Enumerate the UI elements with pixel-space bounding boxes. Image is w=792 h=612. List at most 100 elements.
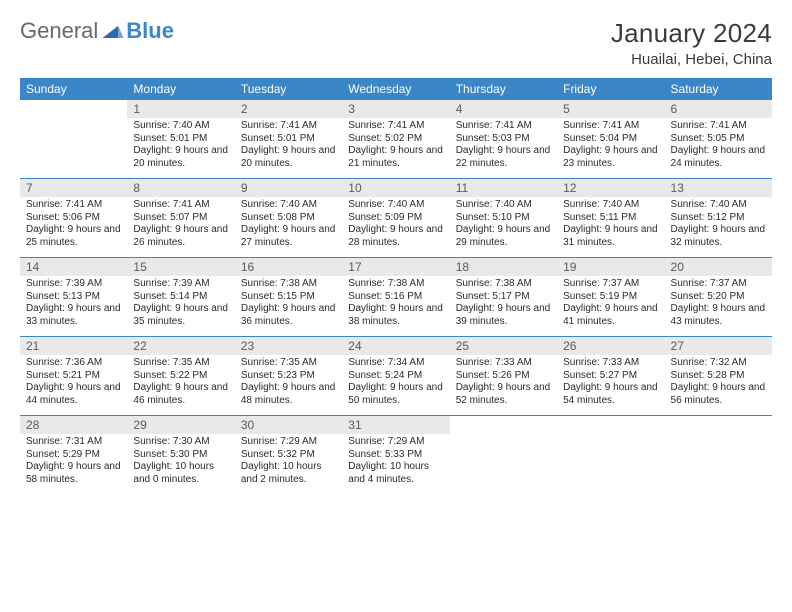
sunset-line: Sunset: 5:06 PM xyxy=(26,212,121,225)
day-number: 16 xyxy=(235,258,342,276)
calendar-day-cell: 29Sunrise: 7:30 AMSunset: 5:30 PMDayligh… xyxy=(127,416,234,495)
sunrise-line: Sunrise: 7:37 AM xyxy=(563,278,658,291)
daylight-line: Daylight: 9 hours and 24 minutes. xyxy=(671,145,766,170)
day-details: Sunrise: 7:35 AMSunset: 5:23 PMDaylight:… xyxy=(235,355,342,415)
calendar-day-cell: 27Sunrise: 7:32 AMSunset: 5:28 PMDayligh… xyxy=(665,337,772,416)
calendar-day-cell: 6Sunrise: 7:41 AMSunset: 5:05 PMDaylight… xyxy=(665,100,772,179)
day-number: 28 xyxy=(20,416,127,434)
sunrise-line: Sunrise: 7:41 AM xyxy=(26,199,121,212)
sunset-line: Sunset: 5:04 PM xyxy=(563,133,658,146)
weekday-header: Tuesday xyxy=(235,78,342,100)
sunset-line: Sunset: 5:28 PM xyxy=(671,370,766,383)
sunrise-line: Sunrise: 7:40 AM xyxy=(241,199,336,212)
sunrise-line: Sunrise: 7:36 AM xyxy=(26,357,121,370)
day-number: 25 xyxy=(450,337,557,355)
day-number: 29 xyxy=(127,416,234,434)
sunset-line: Sunset: 5:17 PM xyxy=(456,291,551,304)
day-details: Sunrise: 7:37 AMSunset: 5:19 PMDaylight:… xyxy=(557,276,664,336)
daylight-line: Daylight: 9 hours and 32 minutes. xyxy=(671,224,766,249)
day-details: Sunrise: 7:39 AMSunset: 5:13 PMDaylight:… xyxy=(20,276,127,336)
daylight-line: Daylight: 9 hours and 21 minutes. xyxy=(348,145,443,170)
sunset-line: Sunset: 5:13 PM xyxy=(26,291,121,304)
calendar-day-cell: 10Sunrise: 7:40 AMSunset: 5:09 PMDayligh… xyxy=(342,179,449,258)
sunrise-line: Sunrise: 7:29 AM xyxy=(241,436,336,449)
weekday-header: Sunday xyxy=(20,78,127,100)
day-details: Sunrise: 7:40 AMSunset: 5:10 PMDaylight:… xyxy=(450,197,557,257)
day-details: Sunrise: 7:40 AMSunset: 5:01 PMDaylight:… xyxy=(127,118,234,178)
daylight-line: Daylight: 9 hours and 58 minutes. xyxy=(26,461,121,486)
logo-text-general: General xyxy=(20,18,98,44)
daylight-line: Daylight: 9 hours and 29 minutes. xyxy=(456,224,551,249)
sunrise-line: Sunrise: 7:40 AM xyxy=(563,199,658,212)
calendar-table: SundayMondayTuesdayWednesdayThursdayFrid… xyxy=(20,78,772,494)
calendar-day-cell: 5Sunrise: 7:41 AMSunset: 5:04 PMDaylight… xyxy=(557,100,664,179)
day-details: Sunrise: 7:36 AMSunset: 5:21 PMDaylight:… xyxy=(20,355,127,415)
sunrise-line: Sunrise: 7:33 AM xyxy=(456,357,551,370)
sunrise-line: Sunrise: 7:32 AM xyxy=(671,357,766,370)
sunrise-line: Sunrise: 7:40 AM xyxy=(671,199,766,212)
day-number: 4 xyxy=(450,100,557,118)
daylight-line: Daylight: 9 hours and 46 minutes. xyxy=(133,382,228,407)
calendar-day-cell: 9Sunrise: 7:40 AMSunset: 5:08 PMDaylight… xyxy=(235,179,342,258)
day-details: Sunrise: 7:41 AMSunset: 5:03 PMDaylight:… xyxy=(450,118,557,178)
calendar-day-cell: 18Sunrise: 7:38 AMSunset: 5:17 PMDayligh… xyxy=(450,258,557,337)
day-details: Sunrise: 7:38 AMSunset: 5:15 PMDaylight:… xyxy=(235,276,342,336)
day-details: Sunrise: 7:41 AMSunset: 5:04 PMDaylight:… xyxy=(557,118,664,178)
day-number: 12 xyxy=(557,179,664,197)
day-number: 11 xyxy=(450,179,557,197)
calendar-day-cell: 28Sunrise: 7:31 AMSunset: 5:29 PMDayligh… xyxy=(20,416,127,495)
day-details: Sunrise: 7:30 AMSunset: 5:30 PMDaylight:… xyxy=(127,434,234,494)
calendar-day-cell: 20Sunrise: 7:37 AMSunset: 5:20 PMDayligh… xyxy=(665,258,772,337)
title-block: January 2024 Huailai, Hebei, China xyxy=(611,18,772,68)
weekday-header: Thursday xyxy=(450,78,557,100)
day-number: 20 xyxy=(665,258,772,276)
daylight-line: Daylight: 10 hours and 4 minutes. xyxy=(348,461,443,486)
weekday-header: Saturday xyxy=(665,78,772,100)
day-number: 18 xyxy=(450,258,557,276)
calendar-day-cell xyxy=(557,416,664,495)
day-number: 31 xyxy=(342,416,449,434)
day-details: Sunrise: 7:29 AMSunset: 5:32 PMDaylight:… xyxy=(235,434,342,494)
sunset-line: Sunset: 5:14 PM xyxy=(133,291,228,304)
sunset-line: Sunset: 5:16 PM xyxy=(348,291,443,304)
logo-triangle-icon xyxy=(102,24,124,38)
calendar-day-cell: 11Sunrise: 7:40 AMSunset: 5:10 PMDayligh… xyxy=(450,179,557,258)
daylight-line: Daylight: 9 hours and 20 minutes. xyxy=(241,145,336,170)
daylight-line: Daylight: 10 hours and 0 minutes. xyxy=(133,461,228,486)
sunrise-line: Sunrise: 7:40 AM xyxy=(133,120,228,133)
day-details: Sunrise: 7:35 AMSunset: 5:22 PMDaylight:… xyxy=(127,355,234,415)
calendar-week-row: 14Sunrise: 7:39 AMSunset: 5:13 PMDayligh… xyxy=(20,258,772,337)
day-number: 22 xyxy=(127,337,234,355)
calendar-day-cell: 21Sunrise: 7:36 AMSunset: 5:21 PMDayligh… xyxy=(20,337,127,416)
day-number: 15 xyxy=(127,258,234,276)
location-subtitle: Huailai, Hebei, China xyxy=(611,51,772,68)
sunrise-line: Sunrise: 7:30 AM xyxy=(133,436,228,449)
sunrise-line: Sunrise: 7:40 AM xyxy=(456,199,551,212)
calendar-day-cell: 31Sunrise: 7:29 AMSunset: 5:33 PMDayligh… xyxy=(342,416,449,495)
weekday-header: Monday xyxy=(127,78,234,100)
calendar-day-cell: 23Sunrise: 7:35 AMSunset: 5:23 PMDayligh… xyxy=(235,337,342,416)
day-details: Sunrise: 7:31 AMSunset: 5:29 PMDaylight:… xyxy=(20,434,127,494)
sunset-line: Sunset: 5:30 PM xyxy=(133,449,228,462)
sunset-line: Sunset: 5:12 PM xyxy=(671,212,766,225)
sunrise-line: Sunrise: 7:38 AM xyxy=(456,278,551,291)
daylight-line: Daylight: 9 hours and 41 minutes. xyxy=(563,303,658,328)
day-number: 7 xyxy=(20,179,127,197)
day-details: Sunrise: 7:40 AMSunset: 5:09 PMDaylight:… xyxy=(342,197,449,257)
daylight-line: Daylight: 9 hours and 31 minutes. xyxy=(563,224,658,249)
sunrise-line: Sunrise: 7:35 AM xyxy=(241,357,336,370)
calendar-day-cell xyxy=(20,100,127,179)
calendar-day-cell: 2Sunrise: 7:41 AMSunset: 5:01 PMDaylight… xyxy=(235,100,342,179)
calendar-body: 1Sunrise: 7:40 AMSunset: 5:01 PMDaylight… xyxy=(20,100,772,494)
day-details: Sunrise: 7:34 AMSunset: 5:24 PMDaylight:… xyxy=(342,355,449,415)
daylight-line: Daylight: 9 hours and 56 minutes. xyxy=(671,382,766,407)
calendar-day-cell: 1Sunrise: 7:40 AMSunset: 5:01 PMDaylight… xyxy=(127,100,234,179)
sunrise-line: Sunrise: 7:38 AM xyxy=(241,278,336,291)
day-number: 5 xyxy=(557,100,664,118)
calendar-day-cell: 8Sunrise: 7:41 AMSunset: 5:07 PMDaylight… xyxy=(127,179,234,258)
calendar-page: General Blue January 2024 Huailai, Hebei… xyxy=(0,0,792,512)
daylight-line: Daylight: 9 hours and 52 minutes. xyxy=(456,382,551,407)
sunrise-line: Sunrise: 7:34 AM xyxy=(348,357,443,370)
calendar-day-cell: 16Sunrise: 7:38 AMSunset: 5:15 PMDayligh… xyxy=(235,258,342,337)
day-number: 26 xyxy=(557,337,664,355)
